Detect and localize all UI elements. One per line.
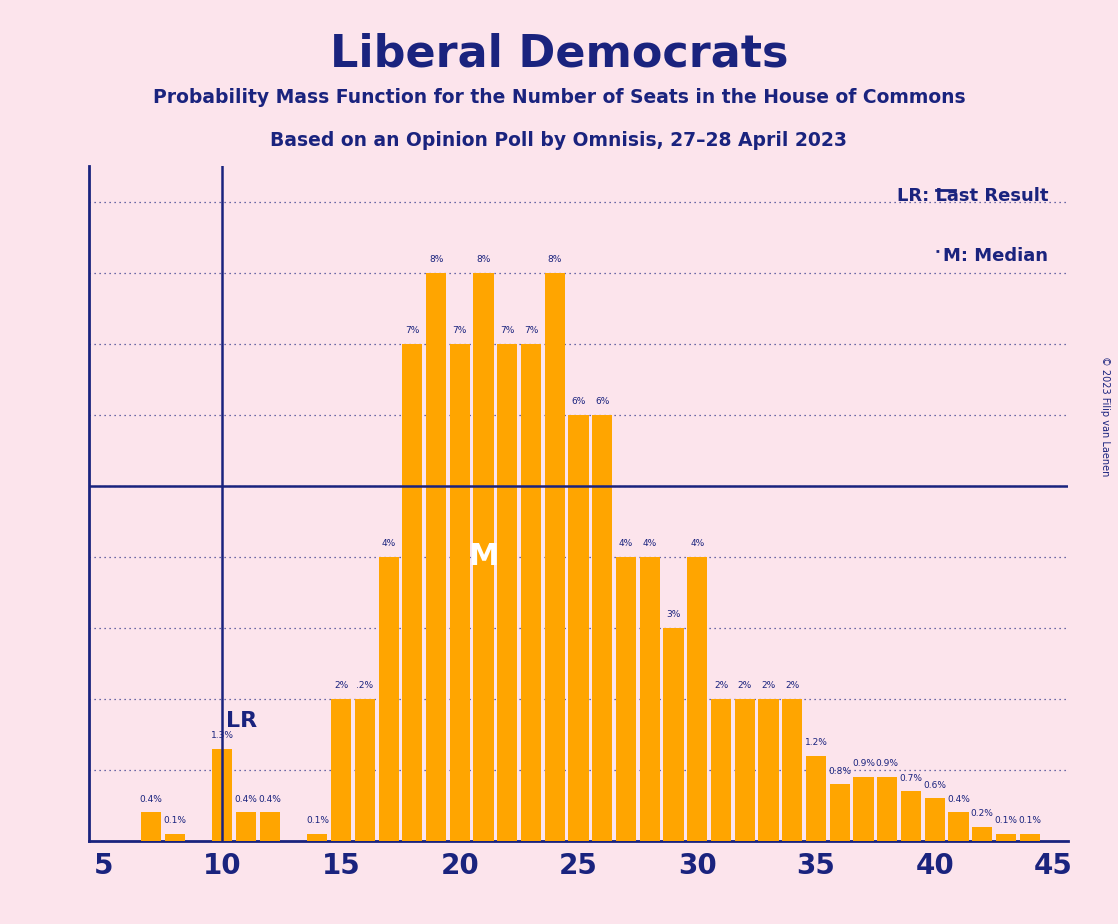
Text: 0.1%: 0.1% xyxy=(163,816,187,825)
Text: 2%: 2% xyxy=(334,681,348,690)
Bar xyxy=(616,557,636,841)
Bar xyxy=(379,557,399,841)
Text: 4%: 4% xyxy=(643,540,657,548)
Text: 7%: 7% xyxy=(453,326,467,335)
Text: 4%: 4% xyxy=(381,540,396,548)
Text: M: M xyxy=(468,542,499,571)
Text: 2%: 2% xyxy=(738,681,752,690)
Text: LR: LR xyxy=(226,711,257,731)
Bar xyxy=(663,627,683,841)
Text: 7%: 7% xyxy=(500,326,514,335)
Text: 8%: 8% xyxy=(476,255,491,264)
Text: 4%: 4% xyxy=(619,540,633,548)
Bar xyxy=(806,756,826,841)
Text: 7%: 7% xyxy=(524,326,538,335)
Bar xyxy=(1020,833,1040,841)
Bar xyxy=(711,699,731,841)
Text: 4%: 4% xyxy=(690,540,704,548)
Text: 0.1%: 0.1% xyxy=(994,816,1017,825)
Bar xyxy=(925,798,945,841)
Bar xyxy=(948,812,968,841)
Bar xyxy=(639,557,660,841)
Text: 3%: 3% xyxy=(666,611,681,619)
Text: 7%: 7% xyxy=(405,326,419,335)
Text: 2%: 2% xyxy=(785,681,799,690)
Bar xyxy=(331,699,351,841)
Text: Liberal Democrats: Liberal Democrats xyxy=(330,32,788,76)
Bar xyxy=(853,777,873,841)
Bar xyxy=(568,415,589,841)
Bar xyxy=(544,273,565,841)
Text: LR: Last Result: LR: Last Result xyxy=(897,187,1049,204)
Text: 0.4%: 0.4% xyxy=(258,795,282,804)
Text: 1.2%: 1.2% xyxy=(805,738,827,748)
Bar xyxy=(402,344,423,841)
Bar xyxy=(593,415,613,841)
Bar xyxy=(996,833,1016,841)
Bar xyxy=(354,699,375,841)
Bar xyxy=(521,344,541,841)
Text: 6%: 6% xyxy=(571,397,586,407)
Text: 0.7%: 0.7% xyxy=(900,773,922,783)
Text: © 2023 Filip van Laenen: © 2023 Filip van Laenen xyxy=(1100,356,1109,476)
Text: 0.8%: 0.8% xyxy=(828,767,851,775)
Bar xyxy=(212,748,233,841)
Text: 8%: 8% xyxy=(548,255,562,264)
Text: 2%: 2% xyxy=(761,681,776,690)
Text: M: Median: M: Median xyxy=(944,248,1049,265)
Text: 0.6%: 0.6% xyxy=(923,781,946,790)
Bar xyxy=(141,812,161,841)
Bar xyxy=(735,699,755,841)
Text: Probability Mass Function for the Number of Seats in the House of Commons: Probability Mass Function for the Number… xyxy=(153,88,965,107)
Bar xyxy=(688,557,708,841)
Text: 0.1%: 0.1% xyxy=(1018,816,1041,825)
Text: 0.4%: 0.4% xyxy=(947,795,970,804)
Bar xyxy=(449,344,470,841)
Bar xyxy=(878,777,898,841)
Bar xyxy=(474,273,494,841)
Bar xyxy=(830,784,850,841)
Text: 2%: 2% xyxy=(714,681,728,690)
Bar xyxy=(236,812,256,841)
Bar xyxy=(901,791,921,841)
Text: .2%: .2% xyxy=(357,681,373,690)
Text: 1.3%: 1.3% xyxy=(211,731,234,740)
Bar xyxy=(426,273,446,841)
Text: 0.4%: 0.4% xyxy=(235,795,257,804)
Text: 6%: 6% xyxy=(595,397,609,407)
Text: 0.9%: 0.9% xyxy=(852,760,875,769)
Text: 8%: 8% xyxy=(429,255,444,264)
Bar xyxy=(783,699,803,841)
Bar xyxy=(164,833,184,841)
Bar xyxy=(498,344,518,841)
Text: Based on an Opinion Poll by Omnisis, 27–28 April 2023: Based on an Opinion Poll by Omnisis, 27–… xyxy=(271,131,847,151)
Text: 0.4%: 0.4% xyxy=(140,795,162,804)
Bar xyxy=(259,812,280,841)
Text: 0.9%: 0.9% xyxy=(875,760,899,769)
Bar xyxy=(973,827,993,841)
Text: 0.2%: 0.2% xyxy=(970,809,994,818)
Bar xyxy=(758,699,778,841)
Bar xyxy=(307,833,328,841)
Text: 0.1%: 0.1% xyxy=(306,816,329,825)
